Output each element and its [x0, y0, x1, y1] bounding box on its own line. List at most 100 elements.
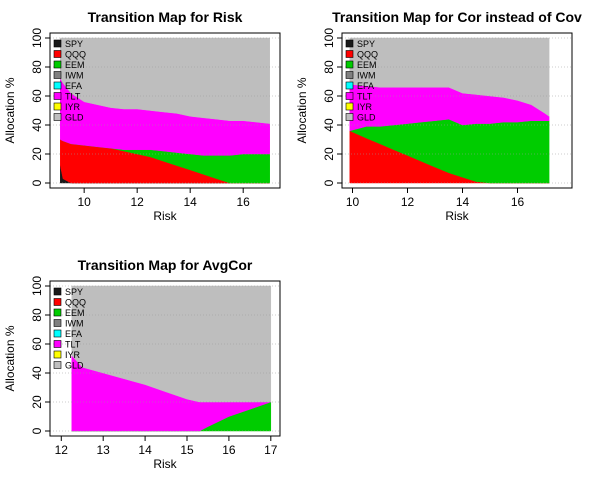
y-tick-label: 100: [30, 276, 44, 296]
legend-swatch-tlt: [53, 92, 62, 100]
x-axis-label: Risk: [153, 457, 177, 471]
legend-swatch-spy: [345, 39, 354, 48]
plot-box: [341, 32, 573, 189]
legend-label: QQQ: [65, 50, 86, 60]
legend-swatch-qqq: [345, 50, 354, 58]
legend-swatch-gld: [53, 113, 62, 121]
chart-title: Transition Map for AvgCor: [78, 257, 253, 273]
y-tick-label: 40: [322, 118, 336, 132]
x-tick-label: 10: [77, 195, 91, 209]
legend-label: EEM: [65, 60, 85, 70]
y-tick-label: 20: [30, 395, 44, 409]
y-tick-label: 60: [30, 89, 44, 103]
x-tick-label: 10: [346, 195, 360, 209]
legend-label: IWM: [357, 71, 376, 81]
x-tick-label: 17: [264, 443, 278, 457]
legend-swatch-gld: [345, 113, 354, 121]
y-tick-label: 80: [322, 60, 336, 74]
legend-label: GLD: [65, 113, 84, 123]
legend-label: IYR: [357, 102, 373, 112]
chart-panel-1: 10 12 14 16 0 20 40 60 80 100 Risk Allocation % Tran…: [3, 9, 281, 223]
legend-swatch-tlt: [53, 340, 62, 348]
area-gld: [349, 37, 550, 117]
y-tick-label: 20: [322, 147, 336, 161]
legend-swatch-iwm: [345, 71, 354, 79]
y-tick-label: 100: [30, 28, 44, 48]
legend-label: EFA: [65, 81, 82, 91]
x-tick-label: 14: [456, 195, 470, 209]
legend-swatch-qqq: [53, 50, 62, 58]
y-tick-label: 60: [322, 89, 336, 103]
x-tick-label: 16: [237, 195, 251, 209]
y-tick-label: 80: [30, 308, 44, 322]
legend-label: GLD: [357, 113, 376, 123]
y-axis-label: Allocation %: [3, 77, 17, 143]
legend-label: TLT: [65, 92, 81, 102]
legend-swatch-efa: [345, 81, 354, 90]
legend-swatch-iyr: [345, 102, 354, 111]
y-tick-label: 0: [322, 179, 336, 186]
legend-swatch-spy: [53, 287, 62, 296]
y-axis-label: Allocation %: [295, 77, 309, 143]
plot-area: [342, 37, 572, 184]
legend-label: SPY: [65, 287, 83, 297]
legend-label: IWM: [65, 319, 84, 329]
chart-title: Transition Map for Risk: [88, 9, 243, 25]
legend-swatch-tlt: [345, 92, 354, 100]
legend-label: QQQ: [65, 298, 86, 308]
x-tick-label: 16: [222, 443, 236, 457]
area-gld: [60, 37, 270, 124]
x-tick-label: 13: [97, 443, 111, 457]
legend-swatch-eem: [53, 60, 62, 69]
legend-swatch-efa: [53, 81, 62, 90]
chart-panel-3: 12 13 14 15 16 17 0 20 40 60 80 100 Risk Allocation %…: [3, 257, 281, 471]
legend-label: SPY: [357, 39, 375, 49]
plot-box: [49, 280, 281, 437]
legend-label: QQQ: [357, 50, 378, 60]
legend-swatch-eem: [345, 60, 354, 69]
y-tick-label: 100: [322, 28, 336, 48]
chart-title: Transition Map for Cor instead of Cov: [332, 9, 582, 25]
x-axis-label: Risk: [445, 209, 469, 223]
legend-swatch-efa: [53, 329, 62, 338]
legend-label: EFA: [357, 81, 374, 91]
x-tick-label: 12: [401, 195, 415, 209]
y-tick-label: 0: [30, 179, 44, 186]
x-tick-label: 14: [138, 443, 152, 457]
chart-panel-2: 10 12 14 16 0 20 40 60 80 100 Risk Allocation % Tran…: [295, 9, 582, 223]
y-tick-label: 80: [30, 60, 44, 74]
legend-label: GLD: [65, 361, 84, 371]
plot-area: [50, 285, 280, 432]
x-tick-label: 14: [184, 195, 198, 209]
plot-area: [50, 37, 280, 184]
legend-swatch-iwm: [53, 71, 62, 79]
legend-swatch-iyr: [53, 350, 62, 359]
legend-swatch-eem: [53, 308, 62, 317]
y-axis-label: Allocation %: [3, 325, 17, 391]
legend-label: EEM: [65, 308, 85, 318]
legend-label: IYR: [65, 350, 81, 360]
legend-label: IYR: [65, 102, 81, 112]
x-tick-label: 12: [55, 443, 69, 457]
legend-label: EFA: [65, 329, 82, 339]
x-tick-label: 12: [130, 195, 144, 209]
legend-swatch-iyr: [53, 102, 62, 111]
plot-box: [49, 32, 281, 189]
legend-swatch-iwm: [53, 319, 62, 327]
x-axis-label: Risk: [153, 209, 177, 223]
legend-swatch-qqq: [53, 298, 62, 306]
y-tick-label: 0: [30, 427, 44, 434]
y-tick-label: 60: [30, 337, 44, 351]
legend-label: TLT: [357, 92, 373, 102]
x-tick-label: 15: [180, 443, 194, 457]
y-tick-label: 40: [30, 118, 44, 132]
legend-label: EEM: [357, 60, 377, 70]
legend-label: TLT: [65, 340, 81, 350]
y-tick-label: 20: [30, 147, 44, 161]
legend-label: IWM: [65, 71, 84, 81]
x-tick-label: 16: [511, 195, 525, 209]
